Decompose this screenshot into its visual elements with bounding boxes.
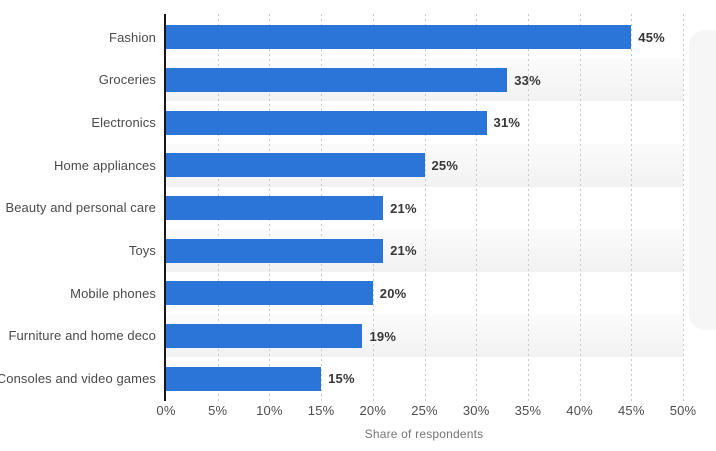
- x-tick-label: 30%: [462, 403, 490, 418]
- value-label: 31%: [493, 115, 521, 131]
- bar[interactable]: [166, 196, 384, 220]
- bar[interactable]: [166, 153, 425, 178]
- bar[interactable]: [166, 324, 363, 348]
- x-tick-label: 40%: [566, 403, 593, 418]
- page-edge-decoration: [689, 30, 716, 330]
- category-label: Toys: [128, 243, 156, 259]
- chart-row: 25%: [166, 153, 683, 178]
- gridline: [476, 14, 478, 401]
- category-axis: Fashion Groceries Electronics Home applianc…: [0, 16, 156, 400]
- x-tick-label: 50%: [669, 403, 697, 418]
- value-label: 21%: [390, 200, 417, 216]
- gridline: [579, 14, 581, 401]
- x-axis-title: Share of respondents: [364, 427, 484, 441]
- category-label: Home appliances: [54, 157, 156, 173]
- category-label: Electronics: [91, 115, 156, 131]
- value-label: 25%: [431, 157, 459, 173]
- gridline: [424, 14, 426, 401]
- x-tick-label: 25%: [411, 403, 438, 418]
- chart-row: 31%: [166, 110, 683, 135]
- category-label: Beauty and personal care: [5, 200, 156, 216]
- x-axis-ticks: 0% 5% 10% 15% 20% 25% 30% 35% 40% 45% 50%: [0, 403, 716, 419]
- bar[interactable]: [166, 110, 487, 135]
- value-label: 33%: [514, 72, 541, 88]
- bar[interactable]: [166, 281, 373, 306]
- bar[interactable]: [166, 238, 384, 263]
- chart-row: 33%: [166, 68, 683, 92]
- x-tick-label: 5%: [208, 403, 228, 418]
- value-label: 21%: [390, 243, 417, 259]
- x-tick-label: 35%: [514, 403, 542, 418]
- value-label: 20%: [379, 285, 407, 301]
- bar[interactable]: [166, 25, 632, 50]
- x-tick-label: 10%: [256, 403, 283, 418]
- category-label: Fashion: [109, 29, 156, 45]
- category-label: Consoles and video games: [0, 371, 156, 387]
- gridline: [631, 14, 633, 401]
- gridline: [683, 14, 684, 401]
- chart-row: 20%: [166, 281, 683, 306]
- category-label: Furniture and home deco: [8, 328, 156, 344]
- chart-row: 19%: [166, 324, 683, 348]
- y-axis-line: [164, 14, 166, 401]
- plot-area: 45% 33% 31% 25% 21% 21% 20% 19% 15%: [166, 14, 684, 401]
- x-tick-label: 45%: [617, 403, 645, 418]
- bar[interactable]: [166, 68, 508, 92]
- x-tick-label: 0%: [156, 403, 176, 418]
- x-tick-label: 15%: [307, 403, 335, 418]
- chart-row: 45%: [166, 25, 683, 50]
- gridline: [527, 14, 529, 401]
- chart-row: 15%: [166, 366, 683, 391]
- chart-row: 21%: [166, 238, 683, 263]
- x-tick-label: 20%: [359, 403, 387, 418]
- chart-row: 21%: [166, 196, 683, 220]
- bar[interactable]: [166, 366, 322, 391]
- category-label: Mobile phones: [70, 285, 156, 301]
- value-label: 19%: [369, 328, 397, 344]
- value-label: 45%: [638, 29, 665, 45]
- value-label: 15%: [328, 371, 355, 387]
- category-label: Groceries: [98, 72, 156, 88]
